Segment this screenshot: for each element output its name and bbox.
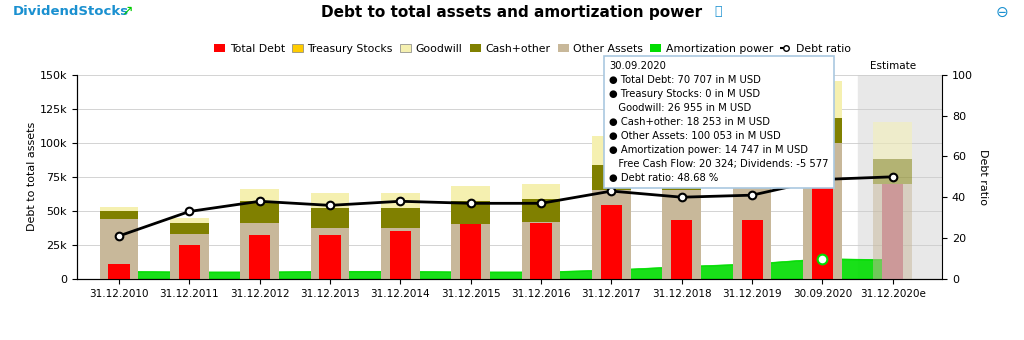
Text: Debt to total assets and amortization power: Debt to total assets and amortization po…	[322, 5, 702, 20]
Bar	[452, 224, 490, 279]
Bar	[310, 193, 349, 208]
Bar	[460, 224, 481, 279]
Bar	[530, 223, 552, 279]
Bar	[170, 223, 209, 234]
Text: DividendStocks: DividendStocks	[12, 5, 128, 18]
Bar	[601, 205, 623, 279]
Bar	[310, 228, 349, 279]
Bar	[873, 122, 912, 159]
Bar	[883, 184, 903, 279]
Bar	[381, 228, 420, 279]
Bar	[452, 186, 490, 201]
Bar	[109, 264, 130, 279]
Text: ⓘ: ⓘ	[715, 5, 722, 18]
Bar	[592, 165, 631, 190]
Bar	[671, 220, 692, 279]
Bar	[522, 199, 560, 222]
Bar	[170, 218, 209, 223]
Y-axis label: Debt to total assets: Debt to total assets	[27, 122, 37, 232]
Bar	[733, 112, 771, 144]
Text: ↗: ↗	[121, 3, 132, 17]
Legend: Total Debt, Treasury Stocks, Goodwill, Cash+other, Other Assets, Amortization po: Total Debt, Treasury Stocks, Goodwill, C…	[210, 39, 855, 58]
Bar	[310, 208, 349, 228]
Y-axis label: Debt ratio: Debt ratio	[978, 149, 988, 205]
Bar	[741, 220, 763, 279]
Bar	[381, 193, 420, 208]
Bar	[241, 189, 280, 201]
Text: Estimate: Estimate	[869, 61, 915, 71]
Bar	[803, 143, 842, 279]
Bar	[873, 159, 912, 184]
Bar	[812, 183, 834, 279]
Bar	[381, 208, 420, 228]
Bar	[170, 234, 209, 279]
Bar	[99, 219, 138, 279]
Bar	[873, 184, 912, 279]
Bar	[663, 190, 701, 279]
Bar	[803, 81, 842, 118]
Bar	[241, 201, 280, 223]
Bar	[99, 207, 138, 211]
Bar	[592, 136, 631, 165]
Bar	[390, 231, 411, 279]
Bar	[452, 201, 490, 224]
Bar	[522, 222, 560, 279]
Bar	[179, 245, 200, 279]
Text: ⊖: ⊖	[996, 5, 1009, 20]
Bar	[241, 223, 280, 279]
Bar	[99, 211, 138, 219]
Bar	[663, 135, 701, 165]
Bar	[733, 144, 771, 170]
Bar	[249, 235, 270, 279]
Bar	[592, 190, 631, 279]
Bar	[319, 235, 341, 279]
Bar	[803, 118, 842, 143]
Bar	[858, 75, 949, 279]
Bar	[733, 170, 771, 279]
Text: 30.09.2020
● Total Debt: 70 707 in M USD
● Treasury Stocks: 0 in M USD
   Goodwi: 30.09.2020 ● Total Debt: 70 707 in M USD…	[609, 61, 828, 183]
Bar	[522, 184, 560, 199]
Bar	[663, 165, 701, 190]
